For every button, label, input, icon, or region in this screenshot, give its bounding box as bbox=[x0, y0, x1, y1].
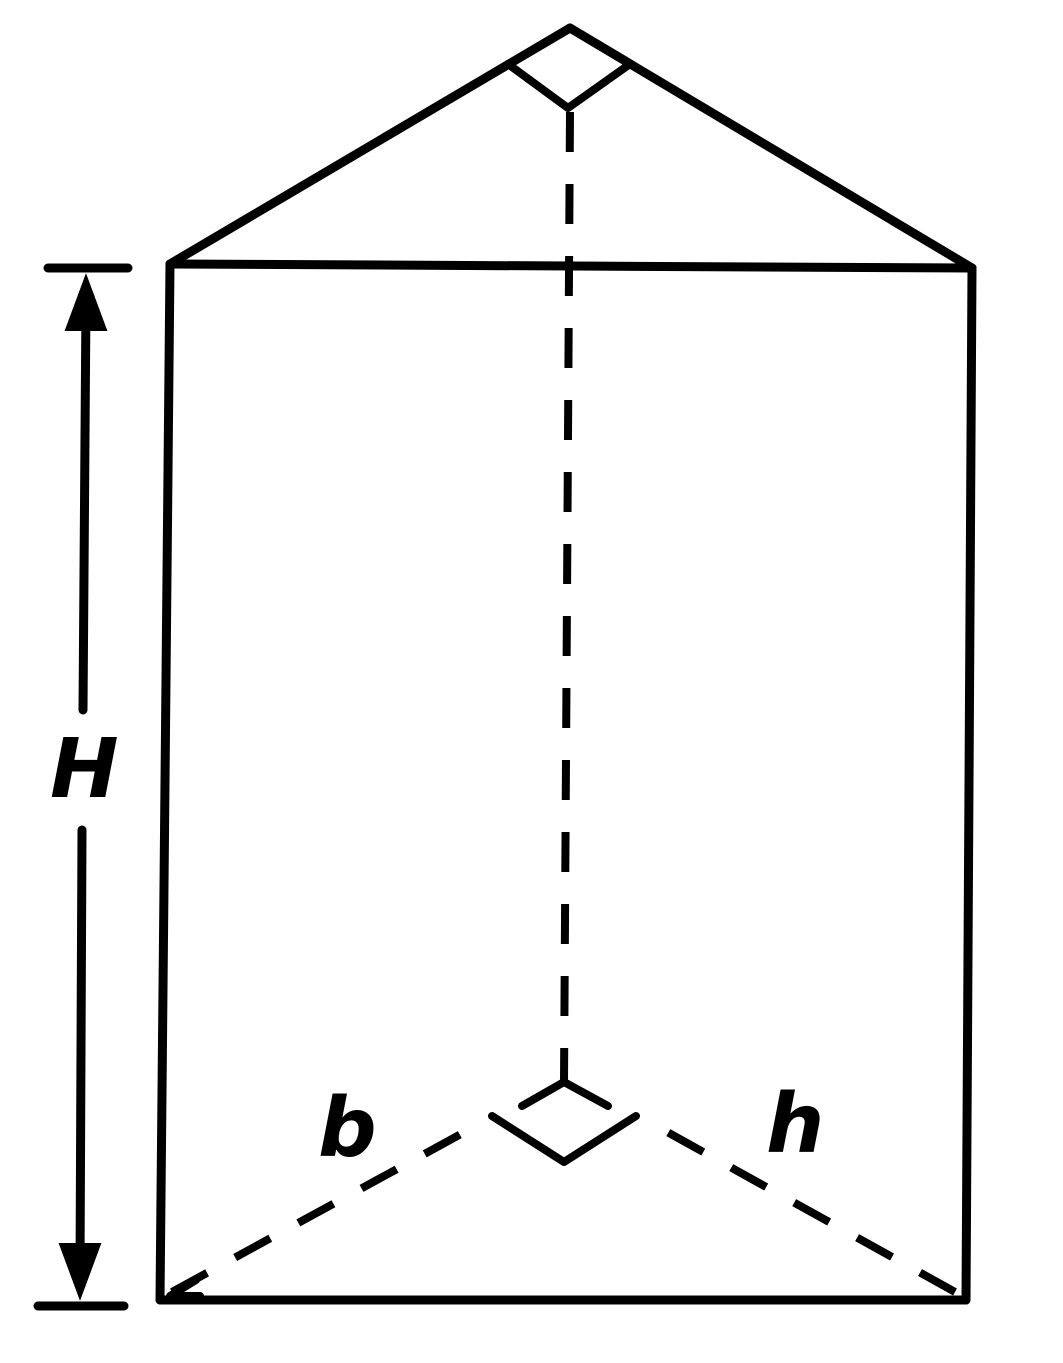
height-dimension-upper-line bbox=[78, 295, 91, 715]
top-right-angle-marker bbox=[504, 60, 634, 112]
bottom-vertex-tick bbox=[518, 1078, 612, 1110]
top-face-right-edge bbox=[565, 23, 977, 273]
left-vertical-edge bbox=[155, 259, 175, 1305]
hidden-back-edge bbox=[560, 111, 574, 1083]
right-vertical-edge bbox=[961, 263, 977, 1305]
bottom-right-angle-marker bbox=[488, 1112, 640, 1166]
height-dimension-lower-line bbox=[75, 825, 87, 1275]
top-face-left-edge bbox=[165, 23, 575, 269]
hidden-bottom-left-edge bbox=[170, 1124, 474, 1296]
bottom-left-arrow-tip bbox=[166, 1276, 204, 1300]
base-label: b bbox=[318, 1081, 377, 1176]
altitude-label: h bbox=[766, 1077, 824, 1172]
height-arrow-up-icon bbox=[64, 273, 108, 331]
height-label: H bbox=[50, 722, 119, 817]
height-arrow-down-icon bbox=[58, 1243, 102, 1301]
hidden-bottom-right-edge bbox=[658, 1124, 957, 1296]
